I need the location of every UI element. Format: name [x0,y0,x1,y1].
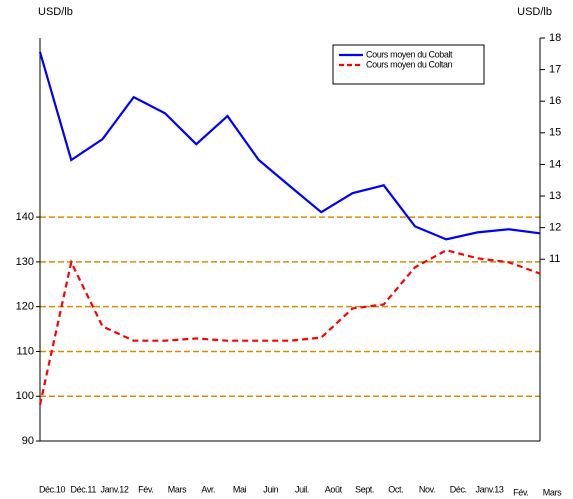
x-tick-label: Fév. [138,484,153,494]
x-tick-label: Oct. [388,484,403,494]
y-tick-label: 110 [16,345,34,357]
y-tick-label: 130 [16,256,34,268]
x-tick-label: Avr. [201,484,215,494]
x-tick-label: Janv.13 [475,484,503,494]
x-tick-label: Nov. [419,484,435,494]
x-tick-label: Déc.10 [39,484,66,494]
x-tick-label: Déc. [450,484,467,494]
x-tick-label: Août [325,484,343,494]
y-tick-label: 100 [16,390,34,402]
x-tick-label: Déc.11 [71,484,97,494]
x-tick-label: Janv.12 [100,484,128,494]
y2-tick-label: 14 [549,158,561,170]
y-tick-label: 140 [16,211,34,223]
x-tick-label: Juin [263,484,278,494]
x-tick-label: Sept. [355,484,374,494]
y2-tick-label: 17 [549,64,561,76]
legend-label: Cours moyen du Coltan [366,59,453,69]
x-tick-label: Fév. [513,487,528,497]
x-tick-label: Mars [168,484,187,494]
y2-tick-label: 11 [549,253,560,265]
y2-axis-label: USD/lb [517,6,552,18]
y-axis-label: USD/lb [38,6,73,18]
x-tick-label: Mai [233,484,247,494]
x-tick-label: Juil. [295,484,309,494]
y-tick-label: 90 [22,435,34,447]
y2-tick-label: 16 [549,95,561,107]
y2-tick-label: 18 [549,32,561,44]
y2-tick-label: 15 [549,127,561,139]
legend-label: Cours moyen du Cobalt [366,49,453,59]
series-line [38,51,541,241]
y2-tick-label: 12 [549,222,561,234]
y-tick-label: 120 [16,301,34,313]
y2-tick-label: 13 [549,190,561,202]
series-line [38,249,541,405]
x-tick-label: Mars [543,487,562,497]
